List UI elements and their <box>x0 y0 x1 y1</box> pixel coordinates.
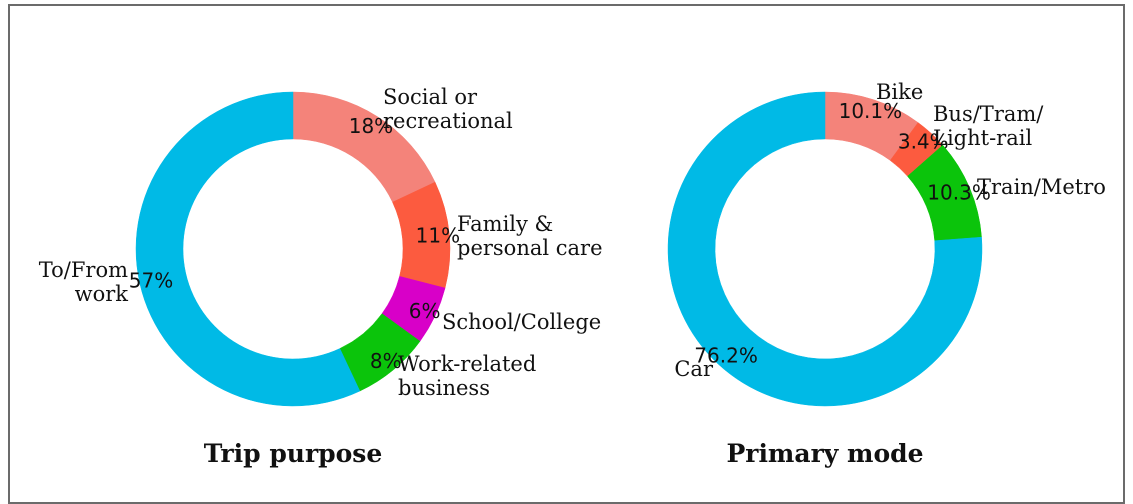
value-label-car: 76.2% <box>694 344 758 368</box>
donut-charts: 18%Social or recreational 11%Family & perso… <box>39 80 1106 468</box>
value-label-family-personal-care: 11% <box>416 223 460 247</box>
slice-car <box>667 91 983 407</box>
category-label-train-metro: Train/Metro <box>977 175 1106 199</box>
category-label-bike: Bike <box>876 80 923 104</box>
value-label-to-from-work: 57% <box>129 269 173 293</box>
category-label-social-or-recreational: Social or recreational <box>383 85 513 133</box>
category-label-to-from-work: To/From work <box>39 258 129 306</box>
value-label-bike: 10.1% <box>839 99 903 123</box>
chart-title-primary-mode: Primary mode <box>726 439 923 468</box>
chart-title-trip-purpose: Trip purpose <box>204 439 383 468</box>
category-label-school-college: School/College <box>442 310 601 334</box>
value-label-social-or-recreational: 18% <box>349 114 393 138</box>
category-label-work-related-business: Work-related business <box>398 352 536 400</box>
donut-trip-purpose: 18%Social or recreational 11%Family & perso… <box>39 85 603 468</box>
slice-to-from-work <box>135 91 361 407</box>
value-label-train-metro: 10.3% <box>927 180 991 204</box>
category-label-family-personal-care: Family & personal care <box>457 212 603 260</box>
value-label-work-related-business: 8% <box>370 349 402 373</box>
value-label-school-college: 6% <box>409 299 441 323</box>
category-label-car: Car <box>674 357 714 381</box>
category-label-bus-tram-light-rail: Bus/Tram/Light-rail <box>933 102 1044 150</box>
donut-primary-mode: 10.1%Bike3.4%Bus/Tram/Light-rail10.3%Tra… <box>667 80 1106 468</box>
